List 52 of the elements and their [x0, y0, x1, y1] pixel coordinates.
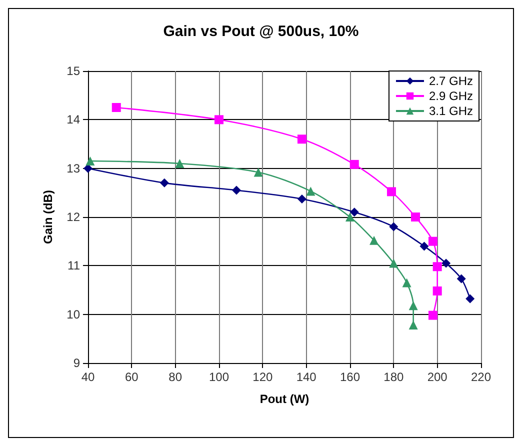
chart-title: Gain vs Pout @ 500us, 10%	[163, 23, 359, 40]
point	[306, 186, 316, 196]
x-tick-label: 100	[208, 370, 230, 384]
point	[456, 274, 466, 284]
point	[254, 168, 263, 177]
y-tick-label: 11	[68, 258, 80, 273]
point	[232, 186, 241, 195]
x-tick-label: 40	[81, 370, 95, 384]
point	[432, 286, 442, 296]
point	[297, 194, 306, 204]
point	[428, 236, 438, 246]
point	[175, 158, 184, 168]
point	[466, 294, 475, 304]
point	[386, 187, 396, 196]
x-axis-title: Pout (W)	[260, 392, 310, 406]
point	[350, 208, 359, 217]
point	[411, 212, 420, 222]
point	[350, 160, 359, 169]
x-tick-label: 180	[384, 370, 404, 384]
point	[112, 103, 121, 112]
point	[346, 212, 354, 222]
point	[389, 222, 398, 232]
legend-label: 2.9 GHz	[428, 89, 473, 103]
x-tick-label: 80	[168, 370, 182, 384]
x-tick-label: 60	[124, 370, 139, 384]
y-tick-label: 15	[66, 64, 80, 78]
y-tick-label: 10	[66, 307, 80, 322]
y-tick-label: 12	[66, 210, 80, 224]
point	[402, 278, 412, 288]
y-tick-label: 14	[66, 112, 80, 127]
point	[428, 310, 438, 320]
point	[214, 115, 224, 124]
point	[370, 236, 379, 245]
point	[408, 301, 418, 310]
x-tick-label: 120	[252, 370, 273, 384]
y-tick-label: 9	[73, 356, 80, 370]
x-tick-label: 200	[427, 370, 448, 384]
point	[389, 258, 398, 268]
point	[408, 320, 418, 330]
legend-label: 2.7 GHz	[428, 74, 473, 88]
y-tick-label: 13	[66, 161, 80, 176]
point	[420, 242, 429, 251]
point	[297, 134, 306, 144]
x-tick-label: 140	[296, 370, 317, 384]
point	[432, 262, 442, 272]
x-tick-label: 160	[340, 370, 360, 384]
point	[160, 178, 169, 188]
x-tick-label: 220	[470, 370, 492, 384]
point	[86, 156, 95, 166]
y-axis-title: Gain (dB)	[41, 190, 55, 244]
point	[442, 258, 451, 268]
legend-label: 3.1 GHz	[428, 104, 473, 118]
